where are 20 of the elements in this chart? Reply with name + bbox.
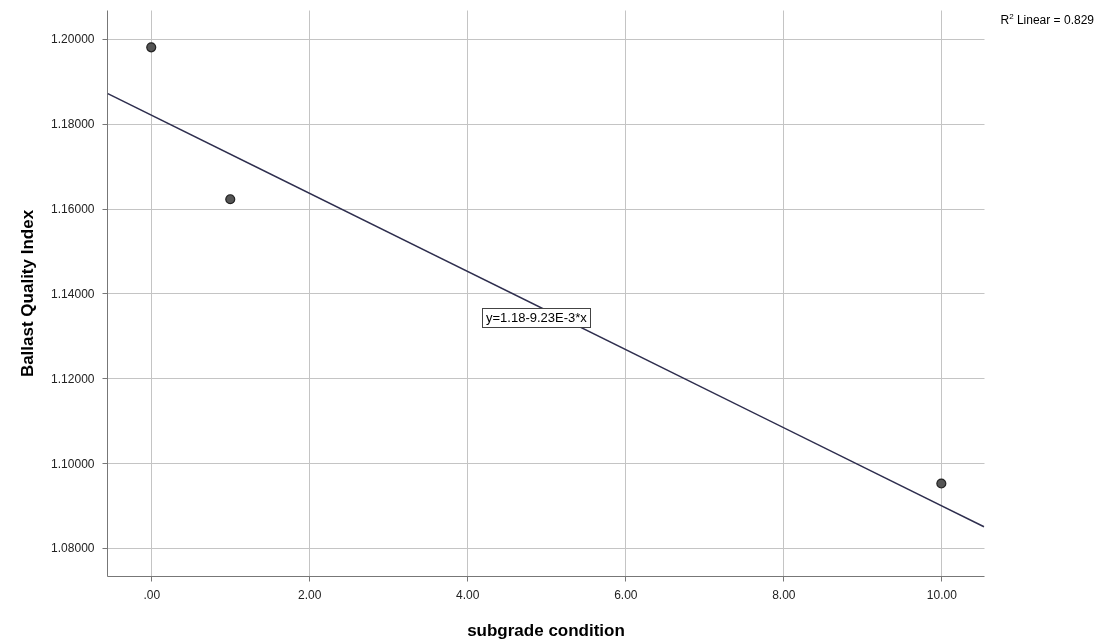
y-tick-label: 1.14000 (51, 286, 95, 301)
y-tick-label: 1.10000 (51, 456, 95, 471)
text: R$^{2}$ Linear = 0.829 (1000, 11, 1094, 27)
y-tick-label: 1.18000 (51, 117, 95, 132)
y-tick-label: 1.16000 (51, 202, 95, 217)
point (225, 194, 236, 205)
x-tick-label: 10.00 (926, 587, 958, 602)
annotation: y=1.18-9.23E-3*x (482, 308, 591, 328)
x-tick-label: 2.00 (298, 587, 322, 602)
x-tick-label: 6.00 (614, 587, 638, 602)
x-axis-title: subgrade condition (467, 620, 625, 640)
y-tick-label: 1.12000 (51, 371, 95, 386)
x-tick-label: .00 (143, 587, 161, 602)
point (146, 42, 157, 53)
x-tick-label: 8.00 (772, 587, 796, 602)
x-tick-label: 4.00 (456, 587, 480, 602)
point (936, 478, 947, 489)
y-axis-title: Ballast Quality Index (18, 209, 38, 378)
y-tick-label: 1.08000 (51, 541, 95, 556)
y-tick-label: 1.20000 (51, 32, 95, 47)
